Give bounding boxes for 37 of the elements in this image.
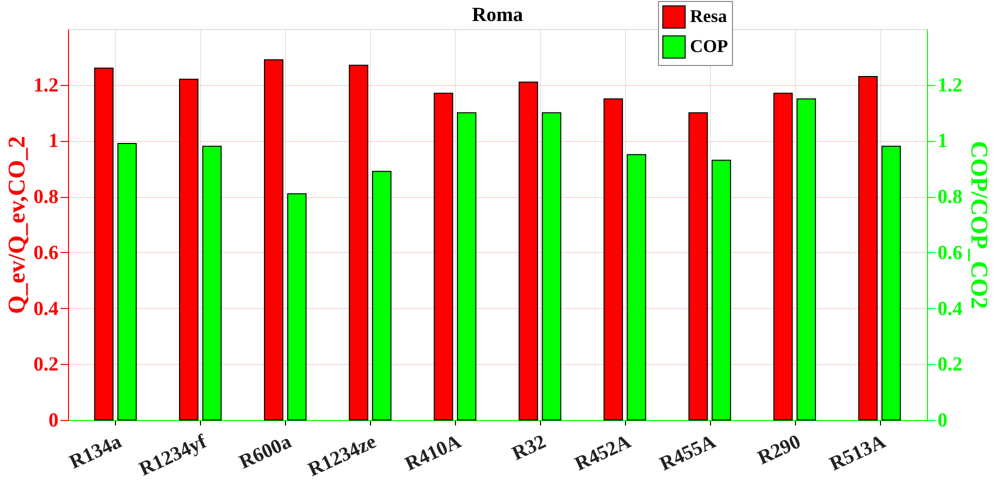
y-axis-title: Q_ev/Q_ev,CO_2 (4, 136, 30, 314)
chart-title: Roma (472, 4, 524, 26)
bar (179, 78, 198, 420)
x-tick-label: R32 (508, 430, 550, 466)
legend-label: Resa (690, 6, 727, 26)
y-tick-label: 1 (48, 130, 58, 152)
y2-tick-label: 0.4 (938, 298, 962, 320)
y2-axis-title: COP/COP_CO2 (966, 141, 992, 309)
x-tick-label: R513A (826, 430, 890, 476)
bar (264, 59, 284, 420)
y-tick-label: 0.6 (34, 242, 58, 264)
y-tick-label: 0.8 (34, 186, 58, 208)
x-tick-label: R600a (236, 430, 295, 474)
bar (604, 98, 623, 420)
legend-label: COP (690, 36, 728, 56)
x-tick-label: R455A (656, 430, 720, 476)
y-tick-label: 0 (48, 410, 58, 432)
y-tick-label: 0.2 (34, 354, 58, 376)
x-tick-label: R452A (572, 430, 635, 476)
y-tick-label: 1.2 (34, 74, 58, 96)
bar (518, 82, 538, 420)
x-tick-label: R410A (402, 430, 465, 476)
bar (773, 92, 793, 420)
bar (348, 64, 368, 420)
x-tick-label: R134a (66, 430, 125, 474)
bar (434, 92, 454, 420)
bar (688, 112, 708, 420)
y2-tick-label: 0.8 (938, 186, 962, 208)
y-tick-label: 0.4 (34, 298, 58, 320)
y2-tick-label: 1 (938, 130, 948, 152)
bar (94, 68, 114, 420)
y2-tick-label: 0.2 (938, 354, 962, 376)
y2-tick-label: 1.2 (938, 74, 962, 96)
y2-tick-label: 0 (938, 410, 948, 432)
bar (858, 76, 878, 420)
x-tick-label: R290 (754, 430, 804, 470)
y2-tick-label: 0.6 (938, 242, 962, 264)
